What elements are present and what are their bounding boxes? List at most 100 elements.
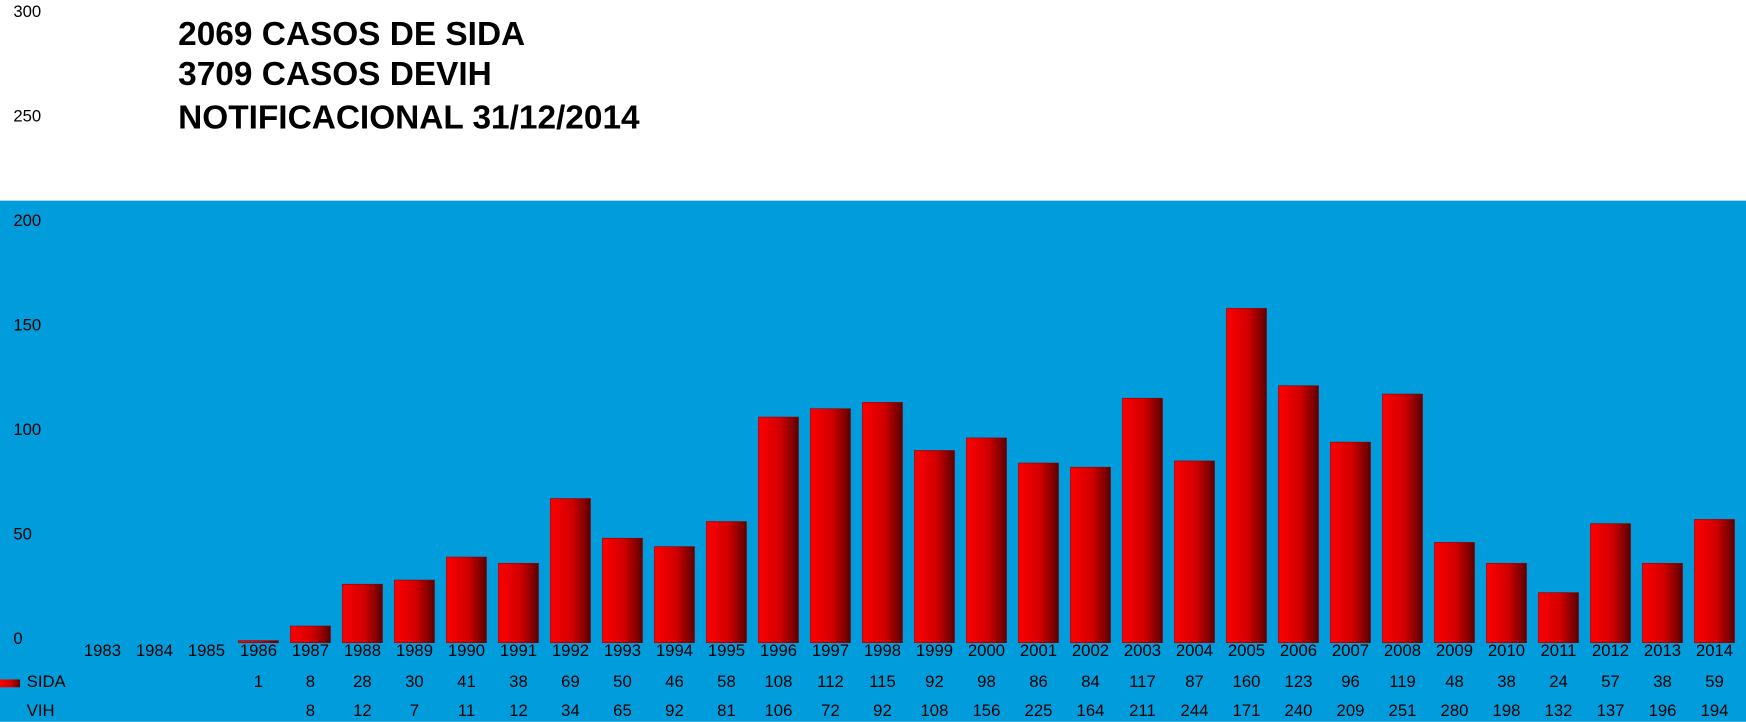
title-line: 2069 CASOS DE SIDA: [178, 16, 525, 53]
bar: [1174, 460, 1215, 643]
table-value: 225: [1025, 701, 1053, 720]
y-tick-label: 200: [13, 211, 41, 230]
x-tick-label: 1992: [552, 641, 589, 660]
bar: [1486, 563, 1527, 643]
x-tick-label: 2008: [1384, 641, 1421, 660]
bar: [862, 402, 903, 643]
bar: [654, 546, 695, 643]
table-value: 98: [977, 672, 996, 691]
table-value: 92: [873, 701, 892, 720]
bar: [758, 416, 799, 643]
table-value: 108: [921, 701, 949, 720]
bar: [966, 437, 1007, 643]
title-line: 3709 CASOS DEVIH: [178, 56, 492, 93]
table-value: 112: [817, 672, 844, 691]
table-value: 123: [1285, 672, 1313, 691]
x-tick-label: 2003: [1124, 641, 1161, 660]
table-value: 119: [1389, 672, 1416, 691]
table-value: 164: [1077, 701, 1105, 720]
table-value: 156: [973, 701, 1001, 720]
table-value: 41: [457, 672, 476, 691]
x-tick-label: 1984: [136, 641, 173, 660]
x-tick-label: 2014: [1696, 641, 1733, 660]
table-value: 81: [717, 701, 736, 720]
table-value: 24: [1549, 672, 1568, 691]
bar: [1070, 466, 1111, 643]
table-value: 137: [1597, 701, 1625, 720]
table-value: 106: [765, 701, 793, 720]
bar: [1590, 523, 1631, 643]
table-value: 38: [1497, 672, 1516, 691]
table-value: 8: [306, 672, 315, 691]
x-tick-label: 2006: [1280, 641, 1317, 660]
x-tick-label: 1985: [188, 641, 225, 660]
table-value: 96: [1341, 672, 1360, 691]
x-tick-label: 1983: [84, 641, 121, 660]
table-value: 28: [353, 672, 372, 691]
y-tick-label: 150: [13, 315, 41, 334]
x-tick-label: 1989: [396, 641, 433, 660]
table-value: 38: [1653, 672, 1672, 691]
x-tick-label: 2005: [1228, 641, 1265, 660]
table-value: 12: [509, 701, 528, 720]
bar: [602, 537, 643, 643]
table-value: 87: [1185, 672, 1204, 691]
bar: [706, 521, 747, 643]
y-tick-label: 250: [13, 106, 41, 125]
table-value: 12: [353, 701, 372, 720]
table-value: 34: [561, 701, 580, 720]
x-tick-label: 2002: [1072, 641, 1109, 660]
table-value: 108: [765, 672, 793, 691]
bar: [498, 563, 539, 643]
x-tick-label: 2011: [1541, 641, 1577, 660]
table-value: 11: [458, 701, 475, 720]
x-tick-label: 1988: [344, 641, 381, 660]
bar: [810, 408, 851, 643]
table-value: 244: [1181, 701, 1209, 720]
legend-label: VIH: [27, 701, 55, 720]
x-tick-label: 2000: [968, 641, 1005, 660]
bar: [290, 625, 331, 643]
bar: [394, 579, 435, 643]
table-value: 280: [1441, 701, 1469, 720]
table-value: 194: [1701, 701, 1729, 720]
table-value: 86: [1029, 672, 1048, 691]
bar: [1538, 592, 1579, 643]
y-tick-label: 300: [13, 2, 41, 21]
legend-label: SIDA: [27, 672, 67, 691]
legend-swatch: [0, 679, 21, 688]
bar: [1330, 441, 1371, 643]
x-tick-label: 2004: [1176, 641, 1213, 660]
table-value: 58: [717, 672, 736, 691]
x-tick-label: 1999: [916, 641, 953, 660]
table-value: 196: [1649, 701, 1677, 720]
x-tick-label: 1994: [656, 641, 693, 660]
x-tick-label: 2013: [1644, 641, 1681, 660]
bar: [1382, 393, 1423, 643]
table-value: 30: [405, 672, 424, 691]
x-tick-label: 1990: [448, 641, 485, 660]
table-value: 59: [1705, 672, 1724, 691]
table-value: 57: [1601, 672, 1620, 691]
table-value: 72: [821, 701, 840, 720]
bar: [1226, 308, 1267, 643]
x-tick-label: 1995: [708, 641, 745, 660]
bar: [342, 583, 383, 643]
x-tick-label: 1993: [604, 641, 641, 660]
table-value: 84: [1081, 672, 1100, 691]
table-value: 132: [1545, 701, 1573, 720]
y-tick-label: 0: [13, 629, 22, 648]
title-line: NOTIFICACIONAL 31/12/2014: [178, 99, 640, 136]
y-tick-label: 100: [13, 420, 41, 439]
table-value: 209: [1337, 701, 1365, 720]
x-tick-label: 1986: [240, 641, 277, 660]
x-tick-label: 2012: [1592, 641, 1629, 660]
table-value: 92: [925, 672, 944, 691]
table-value: 50: [613, 672, 632, 691]
table-value: 198: [1493, 701, 1521, 720]
table-value: 7: [410, 701, 419, 720]
bar: [1122, 397, 1163, 643]
table-value: 251: [1389, 701, 1417, 720]
x-tick-label: 2010: [1488, 641, 1525, 660]
